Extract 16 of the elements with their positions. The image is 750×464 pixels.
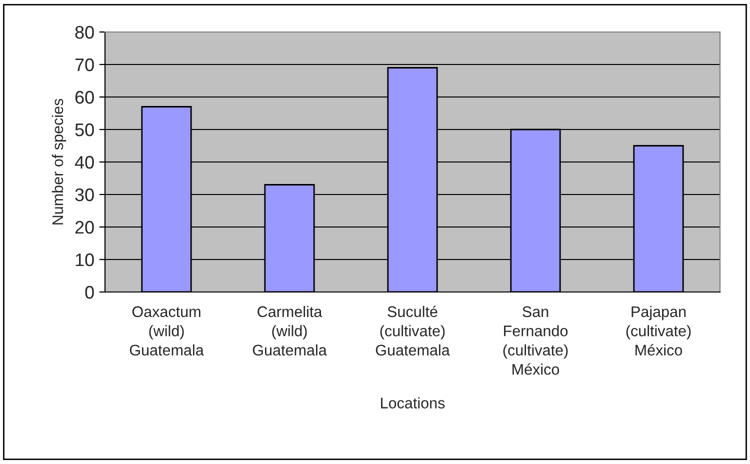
y-tick-label: 60 [75, 90, 94, 104]
y-tick-label: 10 [76, 253, 94, 266]
x-tick-label: Oaxactum (wild) Guatemala [130, 306, 204, 356]
y-tick-label: 50 [75, 123, 94, 136]
y-tick-label: 30 [75, 188, 94, 202]
x-tick-label: Suculté (cultivate) Guatemala [376, 306, 450, 356]
y-tick-label: 70 [75, 58, 94, 72]
y-tick-label: 0 [85, 286, 94, 299]
x-tick-label: Carmelita (wild) Guatemala [252, 306, 327, 356]
x-tick-label: Pajapan (cultivate) México [626, 306, 691, 356]
x-tick-label: San Fernando (cultivate) México [503, 306, 568, 375]
y-tick-label: 20 [75, 220, 94, 234]
y-axis-title: Number of species [52, 98, 66, 224]
x-axis-title: Locations [381, 397, 445, 408]
y-tick-label: 40 [74, 156, 94, 169]
y-tick-label: 80 [75, 26, 94, 39]
